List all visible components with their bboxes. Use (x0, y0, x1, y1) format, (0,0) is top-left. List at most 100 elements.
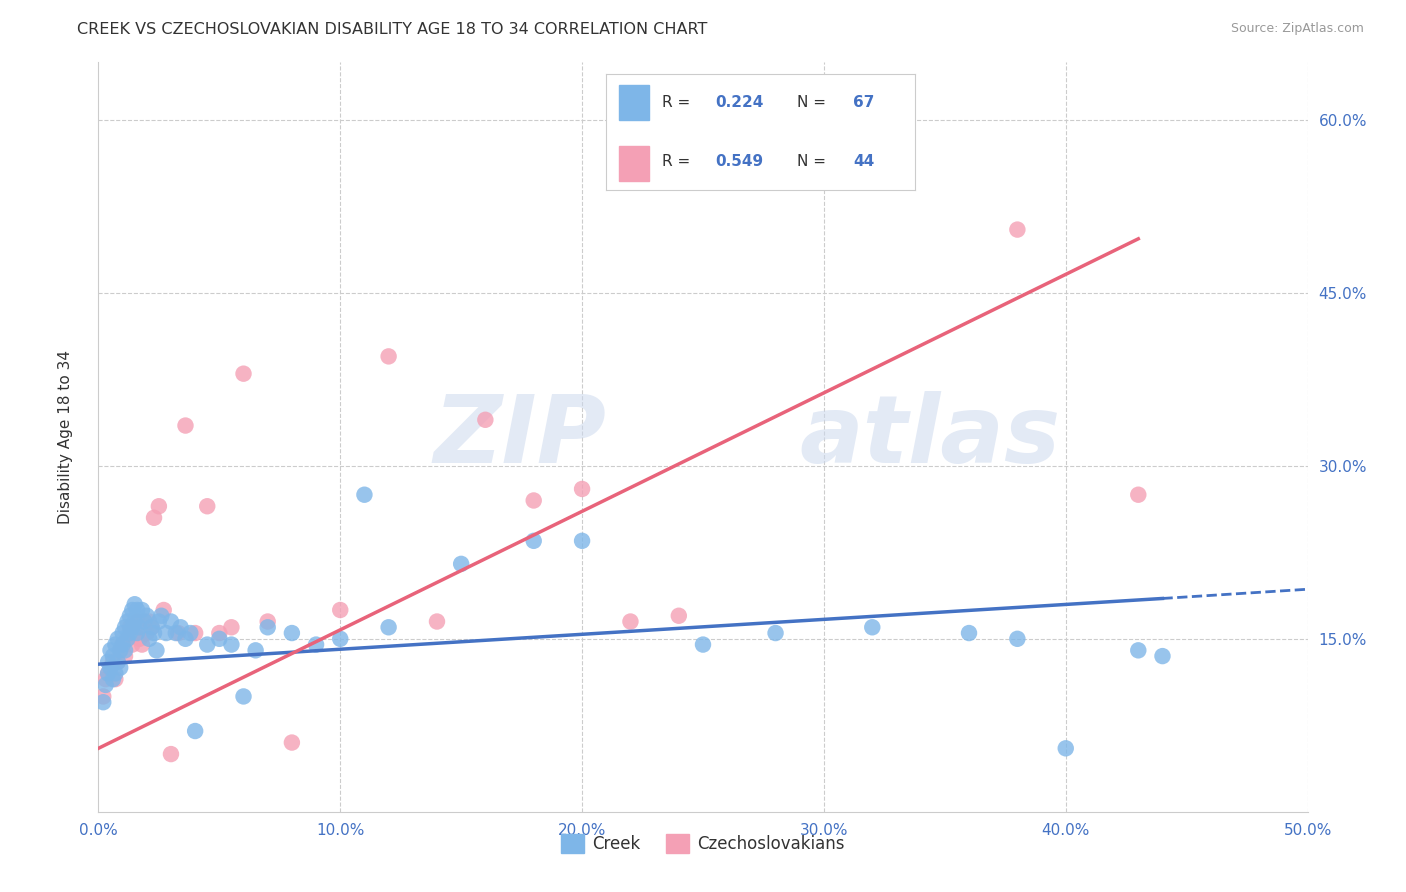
Point (97, 655, 120, 669)
Point (118, 608, 141, 623)
Point (377, 620, 399, 634)
Point (184, 724, 207, 739)
Point (100, 643, 122, 657)
Point (150, 608, 173, 623)
Point (134, 615, 156, 629)
Point (523, 493, 546, 508)
Point (131, 638, 153, 652)
Point (232, 690, 254, 704)
Point (450, 557, 472, 571)
Point (97, 666, 120, 681)
Text: Source: ZipAtlas.com: Source: ZipAtlas.com (1230, 22, 1364, 36)
Point (145, 643, 167, 657)
Point (101, 655, 124, 669)
Point (101, 649, 124, 664)
Point (121, 638, 143, 652)
Point (474, 413, 496, 427)
Point (208, 632, 231, 646)
Point (91, 695, 114, 709)
Point (1128, 643, 1150, 657)
Point (91, 690, 114, 704)
Point (305, 638, 328, 652)
Point (97, 666, 120, 681)
Point (135, 626, 157, 640)
Point (124, 615, 146, 629)
Point (165, 626, 187, 640)
Point (329, 603, 352, 617)
Text: CREEK VS CZECHOSLOVAKIAN DISABILITY AGE 18 TO 34 CORRELATION CHART: CREEK VS CZECHOSLOVAKIAN DISABILITY AGE … (77, 22, 707, 37)
Point (114, 649, 136, 664)
Point (281, 735, 304, 749)
Point (101, 672, 124, 686)
Point (169, 620, 191, 634)
Point (184, 626, 207, 640)
Point (208, 626, 231, 640)
Point (114, 620, 136, 634)
Point (128, 632, 150, 646)
Point (571, 533, 593, 548)
Point (143, 626, 166, 640)
Point (131, 603, 153, 617)
Point (118, 626, 141, 640)
Point (108, 660, 131, 674)
Point (426, 615, 449, 629)
Point (127, 615, 149, 629)
Point (148, 615, 170, 629)
Text: ZIP: ZIP (433, 391, 606, 483)
Point (1152, 649, 1174, 664)
Point (127, 626, 149, 640)
Point (174, 632, 197, 646)
Point (619, 615, 641, 629)
Point (523, 533, 546, 548)
Point (108, 643, 131, 657)
Point (135, 608, 157, 623)
Point (104, 666, 127, 681)
Y-axis label: Disability Age 18 to 34: Disability Age 18 to 34 (59, 350, 73, 524)
Point (353, 488, 375, 502)
Point (668, 608, 690, 623)
Point (114, 643, 136, 657)
Point (256, 620, 278, 634)
Point (94, 678, 117, 692)
Point (107, 632, 129, 646)
Point (152, 603, 174, 617)
Point (571, 482, 593, 496)
Point (127, 603, 149, 617)
Point (143, 510, 166, 524)
Point (104, 672, 127, 686)
Point (107, 655, 129, 669)
Point (107, 655, 129, 669)
Point (128, 620, 150, 634)
Point (245, 643, 267, 657)
Point (117, 632, 139, 646)
Legend: Creek, Czechoslovakians: Creek, Czechoslovakians (554, 827, 852, 860)
Point (1128, 488, 1150, 502)
Point (860, 620, 883, 634)
Point (117, 632, 139, 646)
Point (121, 620, 143, 634)
Point (1007, 632, 1029, 646)
Point (160, 747, 183, 761)
Point (134, 615, 156, 629)
Point (108, 643, 131, 657)
Point (100, 660, 122, 674)
Point (1007, 222, 1029, 236)
Point (160, 615, 183, 629)
Point (141, 620, 163, 634)
Point (111, 626, 134, 640)
Point (195, 638, 218, 652)
Point (118, 620, 141, 634)
Point (174, 418, 197, 433)
Point (377, 350, 399, 364)
Point (138, 615, 160, 629)
Point (765, 626, 787, 640)
Point (141, 620, 163, 634)
Point (195, 500, 218, 514)
Point (124, 626, 146, 640)
Point (111, 638, 134, 652)
Point (148, 500, 170, 514)
Point (329, 632, 352, 646)
Point (117, 615, 139, 629)
Point (221, 620, 243, 634)
Point (1054, 741, 1077, 756)
